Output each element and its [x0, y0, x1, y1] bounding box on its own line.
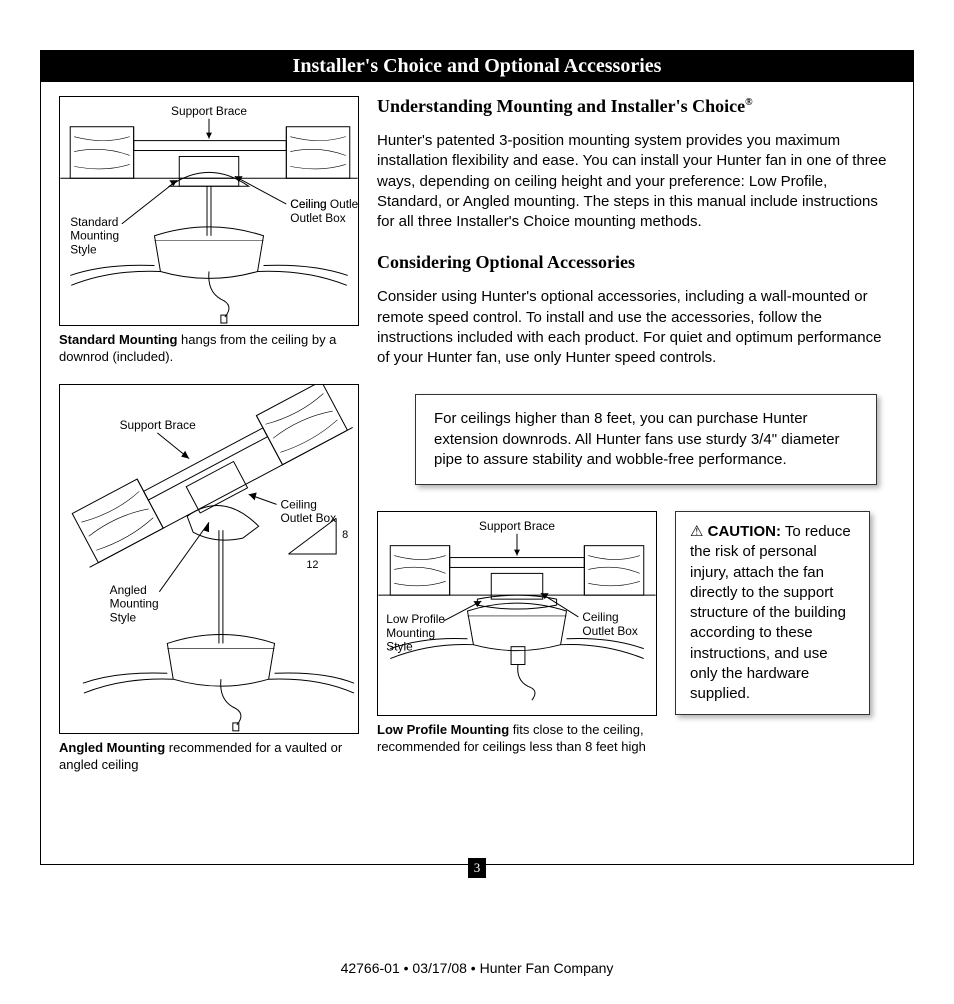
svg-text:Mounting: Mounting	[386, 626, 435, 640]
page-number-wrap: 3	[41, 848, 913, 874]
caption-standard: Standard Mounting hangs from the ceiling…	[59, 332, 359, 366]
svg-text:Standard: Standard	[70, 215, 118, 229]
figure-standard: Support Brace Ceiling Outlet Box Ceiling…	[59, 96, 359, 326]
svg-text:Ceiling: Ceiling	[281, 497, 317, 511]
section2-body: Consider using Hunter's optional accesso…	[377, 287, 895, 368]
svg-text:Angled: Angled	[110, 583, 147, 597]
svg-text:Support Brace: Support Brace	[479, 519, 555, 533]
svg-text:Low Profile: Low Profile	[386, 612, 445, 626]
label-support-brace: Support Brace	[171, 104, 247, 118]
page-frame: Installer's Choice and Optional Accessor…	[40, 50, 914, 865]
caution-text: To reduce the risk of personal injury, a…	[690, 523, 851, 702]
note-box: For ceilings higher than 8 feet, you can…	[415, 394, 877, 485]
footer-line: 42766-01 • 03/17/08 • Hunter Fan Company	[0, 960, 954, 976]
page-title: Installer's Choice and Optional Accessor…	[293, 55, 662, 77]
section1-body: Hunter's patented 3-position mounting sy…	[377, 131, 895, 232]
figure-lowprofile: Support Brace Ceiling Outlet Box Low Pro…	[377, 511, 657, 716]
caption-angled: Angled Mounting recommended for a vaulte…	[59, 740, 359, 774]
svg-text:Outlet Box: Outlet Box	[281, 511, 337, 525]
svg-text:Ceiling: Ceiling	[582, 610, 618, 624]
caption-lowprofile-bold: Low Profile Mounting	[377, 722, 509, 737]
svg-text:Style: Style	[70, 243, 97, 257]
figure-lowprofile-block: Support Brace Ceiling Outlet Box Low Pro…	[377, 511, 657, 756]
svg-text:Style: Style	[110, 610, 137, 624]
left-column: Support Brace Ceiling Outlet Box Ceiling…	[59, 96, 359, 774]
dim-8: 8	[342, 529, 348, 541]
warning-icon: ⚠	[690, 523, 703, 540]
svg-text:Outlet Box: Outlet Box	[290, 211, 346, 225]
content-grid: Support Brace Ceiling Outlet Box Ceiling…	[41, 82, 913, 788]
dim-12: 12	[306, 559, 318, 571]
figure-angled-block: Support Brace Ceiling Outlet Box Angled …	[59, 384, 359, 774]
caption-lowprofile: Low Profile Mounting fits close to the c…	[377, 722, 657, 756]
caption-angled-bold: Angled Mounting	[59, 740, 165, 755]
page-title-bar: Installer's Choice and Optional Accessor…	[41, 51, 913, 82]
label-angled-brace: Support Brace	[120, 418, 196, 432]
svg-text:Mounting: Mounting	[70, 229, 119, 243]
caution-label: CAUTION:	[708, 523, 781, 540]
section1-heading: Understanding Mounting and Installer's C…	[377, 96, 895, 117]
svg-text:Outlet Box: Outlet Box	[582, 624, 638, 638]
svg-text:Mounting: Mounting	[110, 596, 159, 610]
figure-angled: Support Brace Ceiling Outlet Box Angled …	[59, 384, 359, 734]
bottom-row: Support Brace Ceiling Outlet Box Low Pro…	[377, 511, 895, 756]
svg-text:Ceiling: Ceiling	[290, 197, 326, 211]
caution-box: ⚠ CAUTION: To reduce the risk of persona…	[675, 511, 870, 715]
figure-standard-block: Support Brace Ceiling Outlet Box Ceiling…	[59, 96, 359, 366]
section2-heading: Considering Optional Accessories	[377, 252, 895, 273]
page-number: 3	[468, 858, 487, 878]
right-column: Understanding Mounting and Installer's C…	[377, 96, 895, 774]
svg-text:Style: Style	[386, 640, 413, 654]
caption-standard-bold: Standard Mounting	[59, 332, 177, 347]
